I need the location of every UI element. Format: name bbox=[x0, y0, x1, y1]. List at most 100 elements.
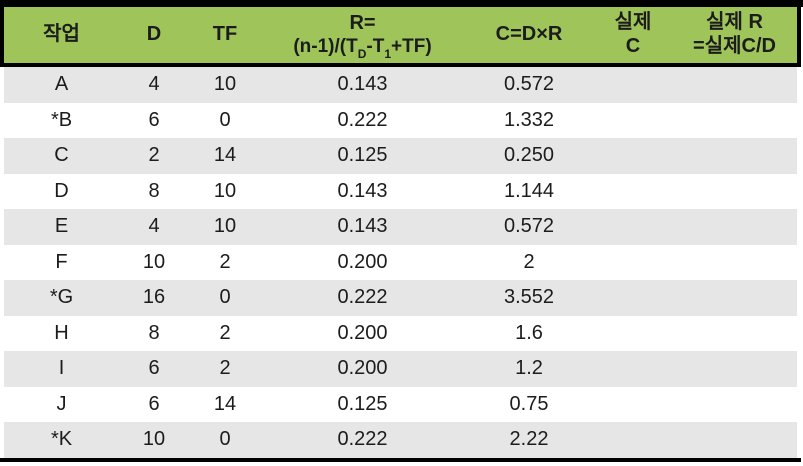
cell-tf: 0 bbox=[219, 108, 231, 131]
header-actual-c: 실제 C bbox=[594, 7, 672, 63]
cell-tf: 2 bbox=[219, 321, 231, 344]
table-row: J 6 14 0.125 0.75 bbox=[4, 386, 797, 423]
cell-actual-c bbox=[594, 280, 672, 316]
cell-tf: 10 bbox=[213, 179, 237, 202]
cell-actual-r bbox=[672, 103, 797, 139]
cell-tf: 14 bbox=[213, 144, 237, 166]
cell-task: J bbox=[56, 392, 67, 415]
cell-r: 0.143 bbox=[337, 73, 388, 95]
cell-tf: 10 bbox=[213, 73, 237, 95]
cell-task: *B bbox=[50, 108, 73, 131]
cell-actual-r bbox=[672, 316, 797, 352]
cell-d: 4 bbox=[148, 215, 160, 237]
cell-c: 1.6 bbox=[515, 321, 543, 344]
cell-actual-c bbox=[594, 103, 672, 139]
table-row: C 2 14 0.125 0.250 bbox=[4, 138, 797, 174]
cell-d: 6 bbox=[148, 108, 160, 131]
cell-d: 6 bbox=[148, 357, 160, 379]
cell-c: 0.572 bbox=[503, 215, 555, 237]
cell-c: 0.572 bbox=[503, 73, 555, 95]
table-row: D 8 10 0.143 1.144 bbox=[4, 173, 797, 210]
cell-actual-c bbox=[594, 316, 672, 352]
table-row: F 10 2 0.200 2 bbox=[4, 244, 797, 281]
table-row: A 4 10 0.143 0.572 bbox=[4, 67, 797, 103]
cell-task: F bbox=[55, 250, 68, 273]
header-divider-rule bbox=[0, 63, 801, 67]
cell-r: 0.200 bbox=[337, 250, 388, 273]
cell-task: H bbox=[54, 321, 69, 344]
table-row: E 4 10 0.143 0.572 bbox=[4, 209, 797, 245]
table-row: H 8 2 0.200 1.6 bbox=[4, 315, 797, 352]
cell-r: 0.200 bbox=[337, 321, 388, 344]
table-header-row: 작업 D TF R= (n-1)/(TD-T1+TF) C=D×R 실제 C 실… bbox=[0, 7, 801, 63]
cell-tf: 2 bbox=[219, 250, 231, 273]
table-bottom-border bbox=[0, 457, 801, 462]
cell-c: 0.75 bbox=[509, 392, 549, 415]
header-r-line2: (n-1)/(TD-T1+TF) bbox=[293, 35, 432, 62]
table-row: *G 16 0 0.222 3.552 bbox=[4, 280, 797, 316]
header-d: D bbox=[119, 7, 189, 63]
cell-actual-c bbox=[594, 209, 672, 245]
cell-d: 6 bbox=[148, 392, 160, 415]
cell-c: 1.332 bbox=[503, 108, 555, 131]
cell-tf: 14 bbox=[213, 392, 237, 415]
cell-r: 0.143 bbox=[337, 179, 388, 202]
cell-r: 0.125 bbox=[337, 392, 388, 415]
header-r-formula: R= (n-1)/(TD-T1+TF) bbox=[261, 7, 464, 63]
header-actual-r: 실제 R =실제C/D bbox=[672, 7, 797, 63]
cell-tf: 0 bbox=[219, 286, 231, 308]
cell-d: 16 bbox=[142, 286, 166, 308]
cell-task: *K bbox=[50, 428, 73, 450]
header-tf-label: TF bbox=[212, 23, 238, 46]
header-actual-c-line2: C bbox=[625, 35, 641, 57]
table-body: A 4 10 0.143 0.572 *B 6 0 0.222 1.332 C 2 14 0.125 0.2… bbox=[4, 67, 797, 458]
header-c: C=D×R bbox=[464, 7, 594, 63]
cell-c: 1.2 bbox=[515, 357, 543, 379]
cell-r: 0.200 bbox=[337, 357, 388, 379]
cell-actual-r bbox=[672, 387, 797, 423]
cell-c: 3.552 bbox=[503, 286, 555, 308]
cell-c: 2 bbox=[523, 250, 535, 273]
cell-d: 4 bbox=[148, 73, 160, 95]
cell-task: C bbox=[54, 144, 69, 166]
cell-r: 0.222 bbox=[337, 428, 388, 450]
cell-r: 0.222 bbox=[337, 108, 388, 131]
header-task: 작업 bbox=[4, 7, 119, 63]
cell-actual-r bbox=[672, 209, 797, 245]
cell-d: 10 bbox=[142, 428, 166, 450]
cell-actual-c bbox=[594, 387, 672, 423]
table-row: I 6 2 0.200 1.2 bbox=[4, 351, 797, 387]
cell-d: 8 bbox=[148, 179, 160, 202]
header-tf: TF bbox=[189, 7, 261, 63]
cell-r: 0.222 bbox=[337, 286, 388, 308]
cell-actual-r bbox=[672, 138, 797, 174]
cell-tf: 10 bbox=[213, 215, 237, 237]
cell-task: *G bbox=[49, 286, 74, 308]
cell-task: D bbox=[54, 179, 69, 202]
cell-task: I bbox=[58, 357, 65, 379]
cell-actual-r bbox=[672, 174, 797, 210]
cell-actual-r bbox=[672, 351, 797, 387]
cell-d: 2 bbox=[148, 144, 160, 166]
header-actual-c-line1: 실제 bbox=[614, 11, 652, 34]
header-actual-r-line1: 실제 R bbox=[706, 11, 763, 34]
cell-actual-r bbox=[672, 280, 797, 316]
cell-actual-c bbox=[594, 174, 672, 210]
cell-actual-r bbox=[672, 67, 797, 103]
cell-c: 1.144 bbox=[503, 179, 555, 202]
cell-actual-c bbox=[594, 67, 672, 103]
cell-d: 8 bbox=[148, 321, 160, 344]
cell-actual-r bbox=[672, 245, 797, 281]
table-row: *K 10 0 0.222 2.22 bbox=[4, 422, 797, 458]
header-d-label: D bbox=[146, 23, 162, 46]
cell-c: 2.22 bbox=[509, 428, 549, 450]
cell-actual-r bbox=[672, 422, 797, 458]
table-row: *B 6 0 0.222 1.332 bbox=[4, 102, 797, 139]
cell-actual-c bbox=[594, 245, 672, 281]
cell-actual-c bbox=[594, 138, 672, 174]
cell-task: A bbox=[54, 73, 69, 95]
cell-r: 0.125 bbox=[337, 144, 388, 166]
cell-tf: 0 bbox=[219, 428, 231, 450]
table-top-border bbox=[0, 0, 803, 7]
